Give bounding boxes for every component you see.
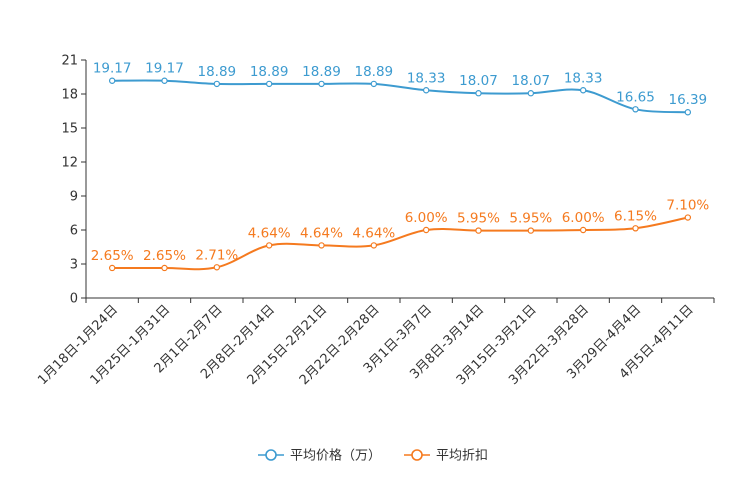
data-point (684, 109, 692, 116)
data-point (318, 80, 325, 88)
data-label: 4.64% (352, 225, 395, 241)
data-label: 4.64% (300, 225, 343, 241)
legend-label: 平均折扣 (436, 449, 488, 464)
data-point (579, 226, 587, 234)
data-label: 19.17 (145, 61, 184, 77)
data-label: 4.64% (248, 225, 291, 241)
data-label: 2.71% (195, 247, 238, 263)
data-point (422, 87, 430, 94)
data-point (422, 226, 430, 234)
data-label: 6.15% (614, 208, 657, 224)
data-label: 18.07 (512, 73, 551, 89)
data-point (579, 87, 587, 94)
data-label: 16.39 (669, 92, 708, 108)
data-point (265, 80, 273, 88)
data-label: 18.89 (302, 64, 341, 80)
y-tick-label: 15 (61, 122, 78, 137)
data-label: 2.65% (91, 248, 134, 264)
legend-marker (411, 449, 423, 461)
data-label: 5.95% (457, 211, 500, 227)
data-label: 5.95% (509, 211, 552, 227)
data-point (213, 264, 221, 271)
data-label: 18.07 (459, 73, 498, 89)
data-point (370, 242, 378, 249)
data-point (632, 106, 639, 113)
data-label: 2.65% (143, 248, 186, 264)
data-point (527, 227, 535, 234)
series-line-2 (112, 216, 689, 271)
data-point (161, 77, 168, 84)
data-point (213, 80, 221, 88)
y-tick-label: 12 (61, 156, 78, 171)
y-tick-label: 6 (70, 224, 78, 239)
data-label: 6.00% (405, 210, 448, 226)
data-point (318, 242, 325, 249)
y-tick-label: 21 (61, 54, 78, 69)
y-tick-label: 0 (70, 292, 78, 307)
data-point (475, 227, 482, 234)
data-point (684, 214, 692, 221)
data-label: 19.17 (93, 61, 132, 77)
axes: 0369121518211月18日-1月24日1月25日-1月31日2月1日-2… (35, 54, 715, 388)
legend-label: 平均价格（万） (290, 448, 381, 464)
data-label: 18.89 (198, 64, 237, 80)
data-point (632, 225, 639, 232)
data-label: 6.00% (562, 210, 605, 226)
data-point (370, 80, 378, 88)
data-label: 18.89 (250, 64, 289, 80)
data-point (475, 90, 482, 97)
legend-marker (265, 449, 277, 461)
data-point (527, 90, 535, 97)
data-point (265, 242, 273, 249)
data-point (108, 77, 116, 84)
series-line-1 (112, 79, 688, 114)
legend: 平均价格（万） 平均折扣 (258, 448, 488, 464)
data-label: 7.10% (666, 198, 709, 214)
data-labels: 19.17 19.17 18.89 18.89 18.89 18.89 18.33 18.07… (91, 61, 710, 264)
data-label: 16.65 (616, 89, 655, 105)
data-point (161, 264, 168, 272)
data-label: 18.33 (564, 70, 603, 86)
data-point (108, 264, 116, 272)
y-tick-label: 18 (61, 88, 78, 103)
y-tick-label: 3 (70, 258, 78, 273)
series-lines (108, 77, 692, 272)
data-label: 18.89 (355, 64, 394, 80)
data-label: 18.33 (407, 70, 446, 86)
y-tick-label: 9 (70, 190, 78, 205)
